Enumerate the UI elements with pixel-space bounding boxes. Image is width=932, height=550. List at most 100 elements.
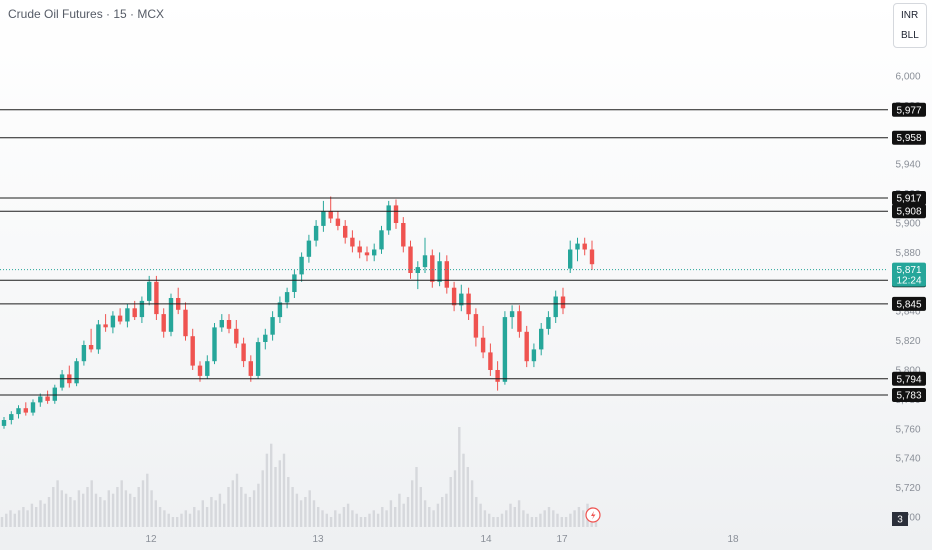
volume-bar xyxy=(351,510,354,527)
candle-body xyxy=(205,361,210,376)
candle-body xyxy=(335,218,341,226)
volume-bar xyxy=(517,500,521,527)
candle xyxy=(509,305,515,329)
volume-bar xyxy=(462,453,465,527)
chart-title: Crude Oil Futures · 15 · MCX xyxy=(8,7,165,21)
level-tag xyxy=(892,102,926,117)
bottom-count-label: 3 xyxy=(897,515,903,526)
x-tick-label: 14 xyxy=(480,534,492,545)
volume-bar xyxy=(458,427,461,527)
candle xyxy=(495,361,500,391)
candle xyxy=(430,249,435,288)
candle-body xyxy=(9,414,14,420)
volume-bar xyxy=(505,510,508,527)
volume-bar xyxy=(60,490,63,527)
y-tick-label: 5,840 xyxy=(895,307,920,318)
volume-bar xyxy=(82,493,85,527)
candle-body xyxy=(582,243,587,250)
volume-bar xyxy=(475,497,478,527)
volume-bar xyxy=(201,500,204,527)
volume-bar xyxy=(385,510,388,527)
candle-body xyxy=(328,211,333,219)
candle xyxy=(350,230,355,253)
volume-bar xyxy=(167,513,170,527)
volume-bar xyxy=(13,513,16,527)
candle xyxy=(241,337,246,368)
candle-body xyxy=(539,328,544,350)
candle-body xyxy=(234,328,239,344)
volume-bar xyxy=(252,490,256,527)
candle-body xyxy=(437,261,442,282)
candle-body xyxy=(568,249,573,269)
volume-bar xyxy=(154,500,157,527)
candle-body xyxy=(1,420,7,426)
candle-body xyxy=(459,293,464,306)
level-tag-label: 5,794 xyxy=(896,374,921,385)
candle xyxy=(74,358,79,387)
candle-body xyxy=(422,255,428,268)
last-price-value: 5,871 xyxy=(896,265,921,276)
candle xyxy=(96,320,101,354)
candle xyxy=(451,281,457,312)
volume-bar xyxy=(278,460,281,527)
candle-body xyxy=(488,352,493,370)
candle xyxy=(560,287,566,315)
candle-body xyxy=(16,408,21,415)
x-tick-label: 13 xyxy=(312,534,324,545)
level-tag xyxy=(892,204,926,219)
candle xyxy=(517,305,522,338)
volume-bar xyxy=(419,487,422,527)
candle-body xyxy=(81,345,87,362)
volume-bar xyxy=(248,497,252,527)
candle xyxy=(226,314,232,334)
candle-body xyxy=(560,296,566,309)
level-tag-label: 5,908 xyxy=(896,207,921,218)
candle xyxy=(139,296,145,323)
candle xyxy=(386,200,391,235)
volume-bar xyxy=(227,487,230,527)
candle xyxy=(81,340,87,366)
candle xyxy=(284,287,290,309)
volume-bar xyxy=(359,517,363,527)
volume-bar xyxy=(235,473,239,527)
candle xyxy=(234,320,239,348)
level-tag xyxy=(892,388,926,402)
candle xyxy=(248,355,253,382)
currency-unit-box[interactable]: INR BLL xyxy=(893,3,927,48)
volume-bar xyxy=(257,483,260,527)
volume-bar xyxy=(389,500,393,527)
candle-body xyxy=(299,256,304,275)
candle-body xyxy=(357,246,362,253)
volume-bar xyxy=(22,507,25,527)
volume-bar xyxy=(308,490,311,527)
volume-bar xyxy=(176,517,179,527)
volume-bar xyxy=(415,467,418,527)
volume-bar xyxy=(111,493,115,527)
candle xyxy=(176,287,181,315)
candle-body xyxy=(219,320,224,328)
candle-body xyxy=(517,311,522,332)
candle xyxy=(30,399,36,416)
candle-body xyxy=(132,308,137,318)
volume-bar xyxy=(26,510,29,527)
volume-bar xyxy=(0,517,4,527)
currency-label: INR xyxy=(901,10,919,21)
volume-bar xyxy=(94,493,98,527)
candle xyxy=(473,308,479,347)
volume-bar xyxy=(342,507,346,527)
volume-bar xyxy=(69,497,72,527)
flash-icon[interactable] xyxy=(585,507,601,523)
volume-bar xyxy=(334,510,337,527)
candle-body xyxy=(321,211,326,226)
candle-body xyxy=(248,361,253,376)
candle-body xyxy=(139,300,145,318)
candle xyxy=(328,196,333,223)
candle xyxy=(415,261,420,290)
candle xyxy=(335,211,341,231)
volume-bar xyxy=(355,513,358,527)
volume-bar xyxy=(137,487,140,527)
volume-bar xyxy=(244,493,247,527)
volume-bar xyxy=(406,497,410,527)
